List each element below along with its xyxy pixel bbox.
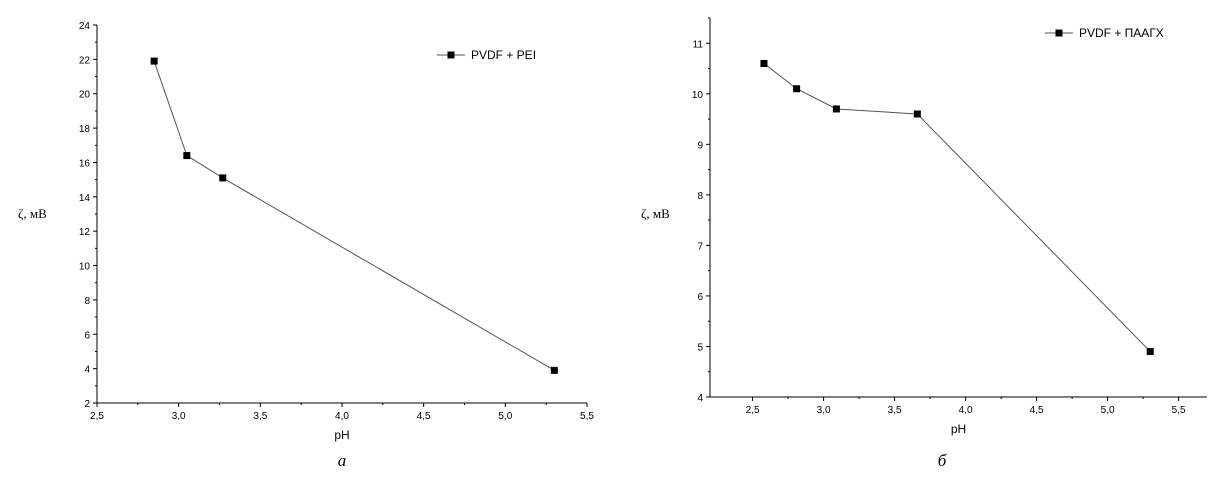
chart-a-y-tick-label: 24: [79, 21, 91, 32]
chart-b-y-tick-label: 9: [697, 140, 703, 151]
chart-a-y-tick-label: 10: [79, 262, 91, 273]
chart-a-data-point: [219, 174, 227, 182]
chart-a-x-tick-label: 3,0: [172, 411, 186, 422]
chart-a-y-tick-label: 2: [84, 399, 90, 410]
chart-a-x-tick-label: 2,5: [90, 411, 104, 422]
chart-b-x-tick-label: 3,5: [888, 405, 902, 416]
chart-b-y-tick-label: 11: [693, 39, 704, 50]
chart-a-y-tick-label: 22: [79, 55, 91, 66]
chart-a-y-tick-label: 14: [79, 193, 91, 204]
chart-b-y-axis-title: ζ, мВ: [641, 206, 670, 221]
caption-b: б: [938, 451, 947, 470]
chart-b-x-tick-label: 5,5: [1172, 405, 1186, 416]
chart-b-data-point: [913, 110, 921, 118]
chart-a-y-tick-label: 20: [79, 90, 91, 101]
chart-a-x-axis-title: pH: [334, 428, 349, 442]
chart-a-legend: PVDF + PEI: [437, 48, 536, 62]
chart-b-legend-marker: [1055, 29, 1063, 37]
chart-b-series-line: [763, 63, 1151, 352]
chart-b-data-point: [760, 59, 768, 67]
chart-b-x-tick-label: 4,0: [959, 405, 973, 416]
chart-a-y-tick-label: 16: [79, 158, 91, 169]
chart-b-x-tick-label: 4,5: [1030, 405, 1044, 416]
chart-b-y-tick-label: 4: [697, 393, 703, 404]
chart-b-x-tick-label: 3,0: [817, 405, 831, 416]
chart-a-data-point: [150, 57, 158, 65]
chart-a-data-point: [183, 152, 191, 160]
chart-b-x-tick-label: 5,0: [1101, 405, 1115, 416]
chart-b-legend-label: PVDF + ПААГХ: [1079, 26, 1164, 40]
chart-b-data-point: [832, 105, 840, 113]
chart-b-y-tick-label: 5: [697, 342, 703, 353]
chart-b-data-point: [793, 85, 801, 93]
chart-b-y-tick-label: 8: [697, 191, 703, 202]
chart-a: 2,5 3,0 3,5 4,0 4,5 5,0 5,52468101214161820222…: [18, 21, 594, 470]
chart-b-legend: PVDF + ПААГХ: [1045, 26, 1164, 40]
chart-a-x-tick-label: 5,5: [580, 411, 594, 422]
chart-a-y-axis-title: ζ, мВ: [18, 206, 47, 221]
chart-b-y-tick-label: 10: [692, 90, 704, 101]
chart-a-x-tick-label: 3,5: [253, 411, 267, 422]
chart-a-y-tick-label: 6: [84, 330, 90, 341]
chart-b-x-axis-title: pH: [951, 422, 966, 436]
chart-a-data-point: [550, 366, 558, 374]
chart-b-x-tick-label: 2,5: [746, 405, 760, 416]
chart-a-x-tick-label: 4,5: [417, 411, 431, 422]
chart-b-data-point: [1146, 348, 1154, 356]
chart-b: 2,5 3,0 3,5 4,0 4,5 5,0 5,5 4 5 6 7 8 9 10 11 pH ζ, мВ PV…: [641, 17, 1207, 470]
chart-a-legend-marker: [447, 51, 455, 59]
chart-a-y-tick-label: 18: [79, 124, 91, 135]
chart-a-x-tick-label: 5,0: [498, 411, 512, 422]
chart-b-y-tick-label: 7: [697, 241, 703, 252]
chart-a-y-tick-label: 8: [84, 296, 90, 307]
chart-a-y-tick-label: 4: [84, 365, 90, 376]
chart-a-legend-label: PVDF + PEI: [471, 48, 536, 62]
chart-a-y-tick-label: 12: [79, 227, 91, 238]
caption-a: а: [338, 451, 347, 470]
chart-a-x-tick-label: 4,0: [335, 411, 349, 422]
chart-b-y-tick-label: 6: [697, 292, 703, 303]
chart-a-series-line: [153, 60, 555, 371]
